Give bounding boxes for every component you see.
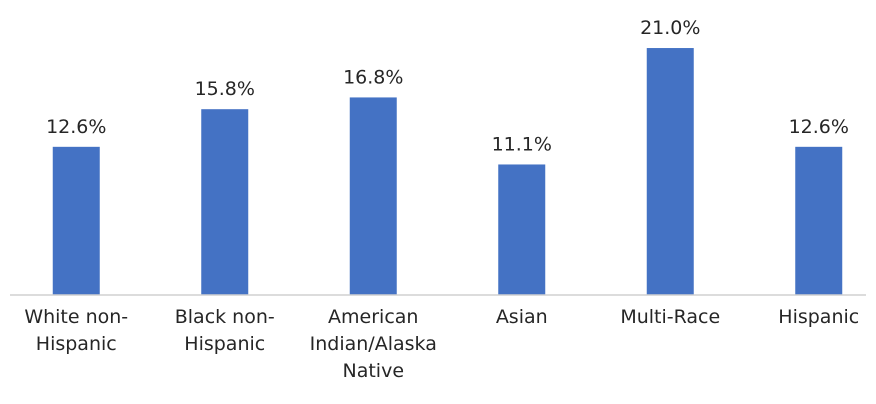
bar xyxy=(795,146,843,295)
value-label: 15.8% xyxy=(195,78,255,100)
x-tick-label: American Indian/Alaska Native xyxy=(309,306,437,382)
x-tick-label: Multi-Race xyxy=(620,306,721,328)
bar xyxy=(52,146,100,295)
bar xyxy=(498,164,546,295)
value-label: 16.8% xyxy=(343,66,403,88)
x-tick-label: Asian xyxy=(495,306,548,328)
value-label: 11.1% xyxy=(492,133,552,155)
x-tick-label: White non-Hispanic xyxy=(24,306,129,355)
bar xyxy=(646,48,694,295)
bar xyxy=(349,97,397,295)
bar xyxy=(201,109,249,295)
value-label: 12.6% xyxy=(789,116,849,138)
x-tick-label: Black non-Hispanic xyxy=(174,306,275,355)
value-label: 21.0% xyxy=(640,17,700,39)
value-label: 12.6% xyxy=(46,116,106,138)
x-tick-label: Hispanic xyxy=(778,306,860,328)
